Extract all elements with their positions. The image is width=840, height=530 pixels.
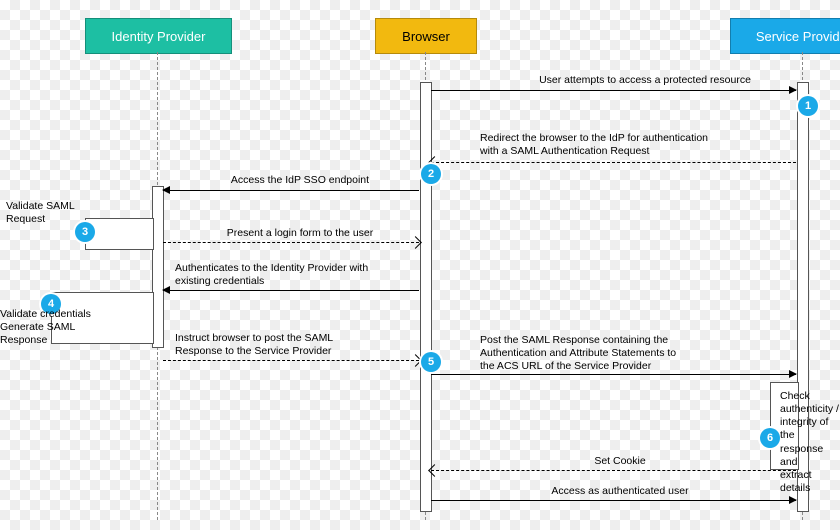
step-5: 5 xyxy=(421,352,441,372)
msg-6r xyxy=(431,470,796,471)
msg-3r-label: Present a login form to the user xyxy=(190,227,410,240)
msg-4 xyxy=(163,290,419,291)
note-validate-saml: Validate SAML Request xyxy=(6,200,86,226)
msg-1 xyxy=(431,90,796,91)
activation-browser xyxy=(420,82,432,512)
sequence-diagram: Identity Provider Browser Service Provid… xyxy=(0,0,840,530)
step-2: 2 xyxy=(421,164,441,184)
note-validate-credentials: Validate credentials Generate SAML Respo… xyxy=(0,308,100,347)
note-check-authenticity: Check authenticity / integrity of the re… xyxy=(780,390,840,495)
msg-2 xyxy=(163,190,419,191)
msg-7 xyxy=(431,500,796,501)
msg-5r xyxy=(163,360,419,361)
step-1: 1 xyxy=(798,96,818,116)
msg-2-label: Access the IdP SSO endpoint xyxy=(190,174,410,187)
msg-3r xyxy=(163,242,419,243)
participant-idp: Identity Provider xyxy=(85,18,232,54)
participant-browser: Browser xyxy=(375,18,477,54)
msg-1r xyxy=(431,162,796,163)
msg-5r-label: Instruct browser to post the SAML Respon… xyxy=(175,332,415,358)
participant-sp: Service Provider xyxy=(730,18,840,54)
msg-4-label: Authenticates to the Identity Provider w… xyxy=(175,262,415,288)
participant-sp-label: Service Provider xyxy=(756,29,840,44)
msg-1r-label: Redirect the browser to the IdP for auth… xyxy=(480,132,790,158)
msg-6r-label: Set Cookie xyxy=(560,455,680,468)
step-6: 6 xyxy=(760,428,780,448)
activation-idp-nested-1 xyxy=(85,218,154,250)
participant-browser-label: Browser xyxy=(402,29,450,44)
msg-5-label: Post the SAML Response containing the Au… xyxy=(480,334,790,373)
msg-1-label: User attempts to access a protected reso… xyxy=(500,74,790,87)
participant-idp-label: Identity Provider xyxy=(112,29,206,44)
msg-7-label: Access as authenticated user xyxy=(520,485,720,498)
msg-5 xyxy=(431,374,796,375)
